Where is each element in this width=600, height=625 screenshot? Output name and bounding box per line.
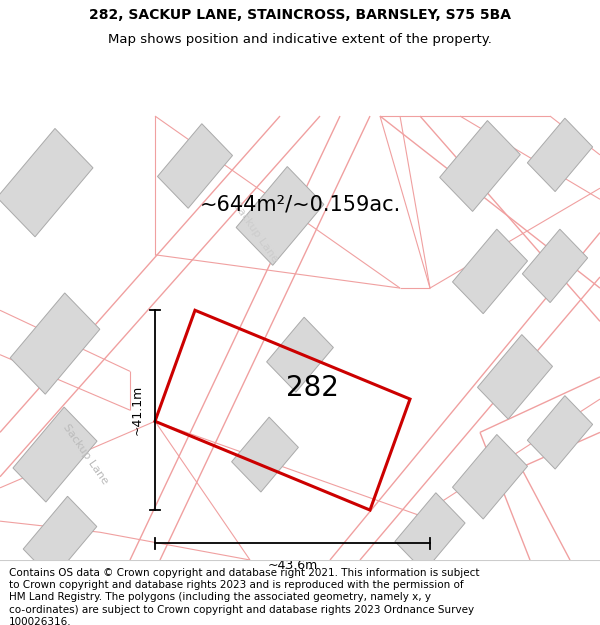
Text: 282: 282	[286, 374, 339, 402]
Polygon shape	[236, 167, 324, 265]
Polygon shape	[395, 492, 465, 572]
Text: ~41.1m: ~41.1m	[131, 385, 143, 435]
Polygon shape	[10, 293, 100, 394]
Text: 100026316.: 100026316.	[9, 616, 71, 625]
Text: Sackup Lane: Sackup Lane	[61, 422, 109, 486]
Polygon shape	[440, 121, 520, 211]
Polygon shape	[527, 396, 593, 469]
Polygon shape	[452, 434, 527, 519]
Text: Sackup Lane: Sackup Lane	[230, 201, 280, 264]
Text: ~43.6m: ~43.6m	[268, 559, 317, 572]
Polygon shape	[23, 496, 97, 579]
Polygon shape	[266, 318, 334, 392]
Text: to Crown copyright and database rights 2023 and is reproduced with the permissio: to Crown copyright and database rights 2…	[9, 581, 464, 591]
Polygon shape	[0, 129, 93, 237]
Text: ~644m²/~0.159ac.: ~644m²/~0.159ac.	[199, 195, 401, 215]
Text: Map shows position and indicative extent of the property.: Map shows position and indicative extent…	[108, 33, 492, 46]
Text: 282, SACKUP LANE, STAINCROSS, BARNSLEY, S75 5BA: 282, SACKUP LANE, STAINCROSS, BARNSLEY, …	[89, 8, 511, 22]
Text: co-ordinates) are subject to Crown copyright and database rights 2023 Ordnance S: co-ordinates) are subject to Crown copyr…	[9, 604, 474, 614]
Polygon shape	[157, 124, 233, 208]
Polygon shape	[478, 334, 553, 419]
Text: HM Land Registry. The polygons (including the associated geometry, namely x, y: HM Land Registry. The polygons (includin…	[9, 592, 431, 602]
Polygon shape	[523, 229, 587, 302]
Text: Contains OS data © Crown copyright and database right 2021. This information is : Contains OS data © Crown copyright and d…	[9, 569, 479, 579]
Polygon shape	[13, 407, 97, 502]
Polygon shape	[452, 229, 527, 314]
Polygon shape	[232, 417, 298, 492]
Polygon shape	[527, 118, 593, 192]
